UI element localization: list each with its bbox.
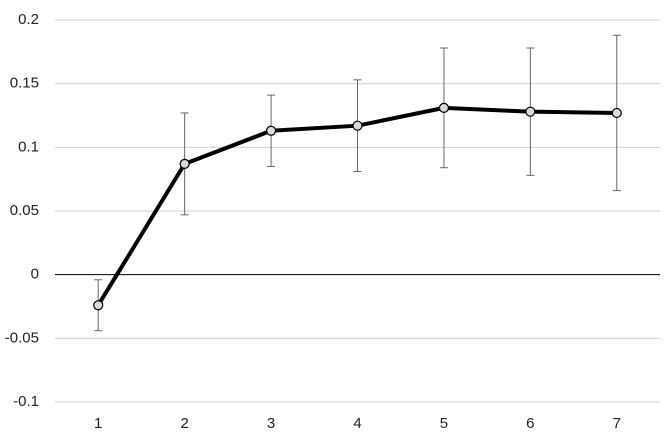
marker [525, 106, 536, 117]
x-tick-label: 4 [353, 415, 361, 432]
y-tick-label: 0.05 [10, 202, 39, 219]
x-tick-label: 1 [94, 415, 102, 432]
marker [611, 107, 622, 119]
x-tick-label: 3 [267, 415, 275, 432]
marker [265, 125, 277, 136]
y-tick-label: -0.1 [13, 393, 39, 410]
marker [93, 300, 104, 311]
x-tick-label: 5 [440, 415, 448, 432]
x-tick-label: 7 [613, 415, 621, 432]
y-tick-label: 0.2 [18, 11, 39, 28]
marker [438, 102, 450, 113]
marker [352, 120, 363, 131]
y-tick-label: 0.1 [18, 138, 39, 155]
marker [179, 158, 190, 169]
y-tick-label: 0 [31, 266, 39, 283]
x-tick-label: 6 [526, 415, 534, 432]
y-tick-label: 0.15 [10, 75, 39, 92]
x-tick-label: 2 [180, 415, 188, 432]
y-tick-label: -0.05 [5, 329, 39, 346]
